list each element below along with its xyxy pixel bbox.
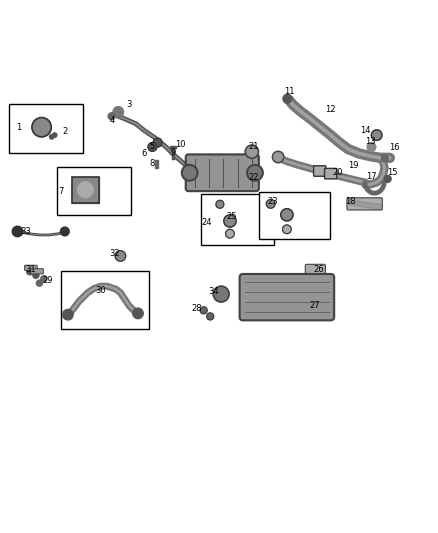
Circle shape (60, 227, 69, 236)
Circle shape (384, 175, 391, 182)
Circle shape (283, 94, 292, 103)
Circle shape (272, 151, 284, 163)
Bar (201, 194, 274, 246)
Bar (259, 192, 330, 239)
Circle shape (226, 229, 234, 238)
Text: 31: 31 (25, 265, 36, 274)
Circle shape (53, 133, 57, 138)
Text: 15: 15 (387, 168, 397, 177)
Text: 33: 33 (20, 227, 31, 236)
Circle shape (148, 142, 157, 151)
Text: 28: 28 (192, 304, 202, 313)
Text: 7: 7 (59, 187, 64, 196)
Circle shape (33, 272, 39, 278)
Bar (61, 271, 149, 329)
Circle shape (367, 142, 376, 151)
Circle shape (207, 313, 214, 320)
Text: 1: 1 (16, 123, 21, 132)
FancyBboxPatch shape (25, 265, 37, 270)
Circle shape (245, 145, 258, 158)
FancyBboxPatch shape (325, 168, 337, 179)
Text: 25: 25 (227, 212, 237, 221)
Circle shape (216, 200, 224, 208)
Bar (155, 159, 158, 167)
Bar (72, 177, 99, 203)
Circle shape (182, 165, 198, 181)
Text: 13: 13 (365, 137, 376, 146)
Circle shape (36, 280, 42, 286)
Circle shape (78, 182, 93, 198)
Text: 9: 9 (170, 148, 176, 157)
Text: 12: 12 (325, 105, 336, 114)
Text: 32: 32 (110, 249, 120, 258)
Text: 6: 6 (142, 149, 147, 158)
Text: 26: 26 (314, 265, 324, 274)
Text: 30: 30 (95, 286, 106, 295)
Circle shape (27, 269, 33, 275)
Circle shape (41, 276, 47, 282)
Text: 19: 19 (348, 161, 358, 170)
Bar (170, 146, 176, 148)
Circle shape (32, 118, 51, 137)
Circle shape (200, 307, 207, 314)
Text: 2: 2 (62, 127, 67, 136)
Text: 18: 18 (345, 197, 356, 206)
Text: 20: 20 (333, 168, 343, 177)
Text: 17: 17 (366, 172, 377, 181)
Circle shape (133, 308, 143, 319)
Circle shape (12, 226, 23, 237)
Text: 34: 34 (208, 287, 219, 296)
Circle shape (381, 155, 388, 162)
Text: 27: 27 (309, 302, 320, 310)
Circle shape (49, 135, 54, 139)
Text: 5: 5 (149, 142, 155, 150)
Text: 22: 22 (249, 173, 259, 182)
Circle shape (108, 113, 115, 120)
FancyBboxPatch shape (31, 269, 43, 274)
Text: 3: 3 (127, 100, 132, 109)
Circle shape (266, 199, 275, 208)
Circle shape (63, 310, 73, 320)
Text: 4: 4 (110, 116, 115, 125)
Circle shape (247, 165, 263, 181)
Circle shape (113, 107, 124, 117)
Text: 10: 10 (175, 140, 186, 149)
Text: 8: 8 (149, 159, 155, 168)
Bar (57, 167, 131, 215)
Circle shape (283, 225, 291, 233)
Circle shape (281, 209, 293, 221)
FancyBboxPatch shape (314, 166, 326, 176)
Text: 29: 29 (42, 276, 53, 285)
Bar (72, 177, 99, 203)
Circle shape (153, 138, 162, 147)
Bar (9, 104, 83, 154)
Text: 16: 16 (389, 143, 399, 152)
Text: 24: 24 (201, 218, 212, 227)
FancyBboxPatch shape (186, 155, 259, 191)
Circle shape (115, 251, 126, 261)
FancyBboxPatch shape (240, 274, 334, 320)
Circle shape (213, 286, 229, 302)
Circle shape (371, 130, 382, 140)
FancyBboxPatch shape (305, 264, 325, 273)
Text: 11: 11 (284, 87, 294, 96)
FancyBboxPatch shape (347, 198, 382, 210)
Text: 21: 21 (249, 142, 259, 150)
Text: 14: 14 (360, 126, 371, 135)
Text: 23: 23 (267, 197, 278, 206)
Circle shape (224, 215, 236, 227)
